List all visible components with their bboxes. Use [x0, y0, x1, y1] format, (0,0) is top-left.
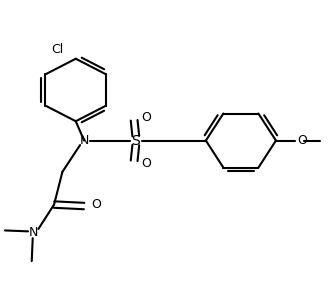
Text: O: O: [297, 134, 307, 147]
Text: Cl: Cl: [51, 43, 64, 56]
Text: N: N: [29, 226, 38, 239]
Text: S: S: [131, 134, 140, 148]
Text: N: N: [79, 134, 89, 147]
Text: O: O: [141, 157, 151, 170]
Text: O: O: [141, 112, 151, 124]
Text: O: O: [91, 198, 100, 211]
